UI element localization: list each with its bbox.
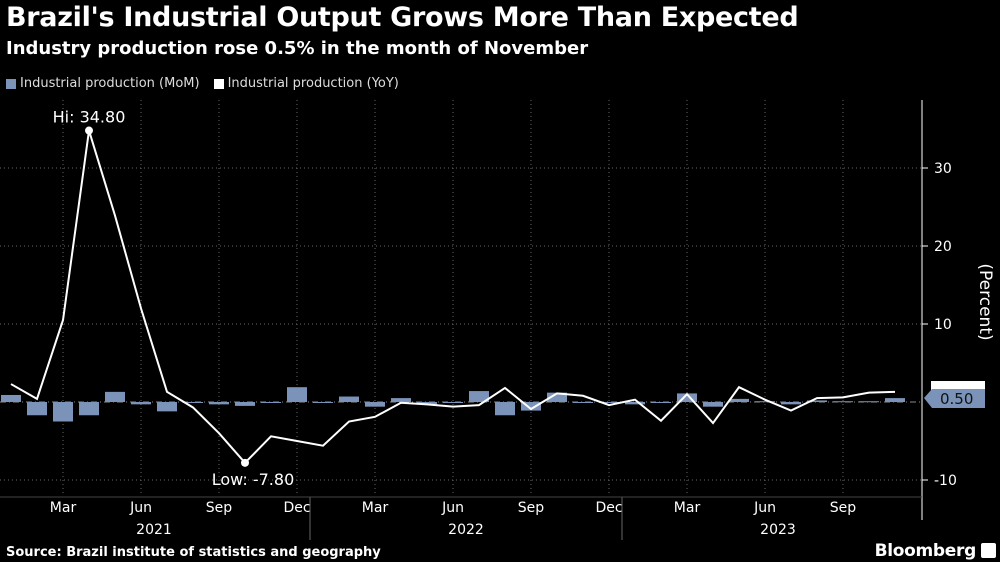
mom-bar — [885, 398, 905, 402]
x-tick-label: Jun — [129, 500, 152, 516]
mom-bar — [365, 402, 385, 407]
source-note: Source: Brazil institute of statistics a… — [6, 545, 381, 560]
x-tick-label: Sep — [830, 500, 857, 516]
mom-bar — [599, 402, 619, 403]
mom-bar — [209, 402, 229, 405]
x-tick-label: Sep — [206, 500, 233, 516]
mom-bar — [27, 402, 47, 416]
legend-item-mom: Industrial production (MoM) — [6, 76, 200, 91]
low-marker — [241, 458, 249, 467]
x-tick-label: Mar — [50, 500, 77, 516]
mom-bar — [53, 402, 73, 422]
y-tick-label: -10 — [934, 473, 957, 489]
low-annotation: Low: -7.80 — [212, 470, 295, 489]
legend-item-yoy: Industrial production (YoY) — [213, 76, 399, 91]
legend: Industrial production (MoM) Industrial p… — [6, 76, 399, 91]
mom-last-badge — [924, 389, 985, 408]
year-label: 2023 — [760, 522, 796, 538]
bloomberg-logo-mark — [981, 543, 996, 558]
y-axis-label: (Percent) — [975, 263, 995, 340]
mom-bar — [105, 391, 125, 402]
legend-swatch-yoy — [213, 78, 224, 89]
mom-bar — [469, 391, 489, 402]
mom-bar — [235, 402, 255, 406]
x-tick-label: Jun — [441, 500, 464, 516]
mom-bar — [495, 402, 515, 416]
mom-bar — [781, 402, 801, 405]
bloomberg-logo: Bloomberg — [874, 541, 977, 561]
mom-bar — [573, 402, 593, 403]
mom-bar — [833, 401, 853, 403]
year-label: 2021 — [136, 522, 172, 538]
x-tick-label: Sep — [518, 500, 545, 516]
y-tick-label: 10 — [934, 317, 952, 333]
mom-bar — [261, 402, 281, 403]
legend-label-yoy: Industrial production (YoY) — [227, 76, 399, 91]
mom-bar — [157, 402, 177, 412]
year-label: 2022 — [448, 522, 484, 538]
x-tick-label: Jun — [753, 500, 776, 516]
mom-bar — [417, 402, 437, 405]
mom-bar — [391, 398, 411, 402]
mom-bar — [703, 402, 723, 407]
mom-bar — [807, 400, 827, 402]
x-tick-label: Mar — [674, 500, 701, 516]
y-tick-label: 30 — [934, 161, 952, 177]
x-tick-label: Mar — [362, 500, 389, 516]
chart-subtitle: Industry production rose 0.5% in the mon… — [6, 38, 589, 59]
x-tick-label: Dec — [283, 500, 310, 516]
y-tick-label: 20 — [934, 239, 952, 255]
legend-label-mom: Industrial production (MoM) — [20, 76, 200, 91]
mom-bar — [677, 393, 697, 402]
mom-bar — [651, 402, 671, 403]
mom-bar — [729, 398, 749, 402]
legend-swatch-mom — [6, 78, 16, 89]
mom-bar — [339, 396, 359, 402]
mom-bar — [521, 402, 541, 411]
mom-bar — [859, 401, 879, 403]
mom-last-value: 0.50 — [940, 390, 973, 408]
mom-bar — [313, 402, 333, 403]
mom-bar — [547, 392, 567, 402]
mom-bar — [625, 402, 645, 405]
mom-bar — [755, 401, 775, 403]
hi-annotation: Hi: 34.80 — [53, 108, 126, 127]
x-tick-label: Dec — [595, 500, 622, 516]
mom-bar — [79, 402, 99, 416]
mom-bar — [131, 402, 151, 405]
hi-marker — [85, 126, 93, 135]
mom-bar — [287, 387, 307, 402]
mom-bar — [183, 402, 203, 403]
mom-bar — [1, 394, 21, 402]
mom-bar — [443, 402, 463, 403]
chart-title: Brazil's Industrial Output Grows More Th… — [6, 2, 799, 33]
